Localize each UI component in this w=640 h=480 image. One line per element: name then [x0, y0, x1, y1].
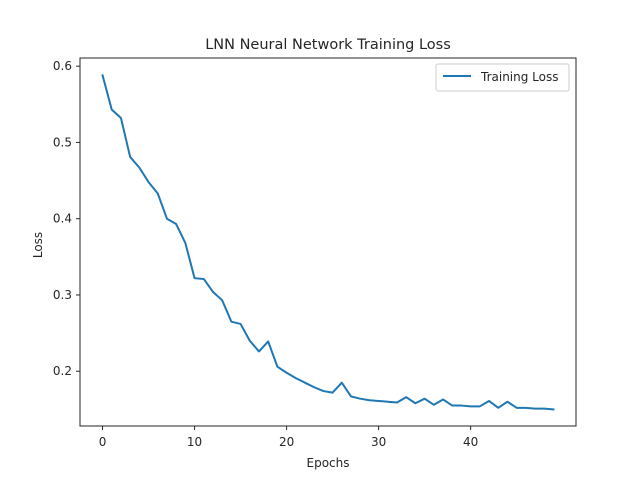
- x-axis-label: Epochs: [307, 456, 350, 470]
- y-tick-label: 0.5: [53, 135, 72, 149]
- axes: 0 10 20 30 40 0.2 0.3 0.4 0.5 0.6: [53, 57, 577, 449]
- legend-label-training-loss: Training Loss: [480, 70, 558, 84]
- x-tick-label: 0: [99, 435, 107, 449]
- x-tick-label: 10: [187, 435, 202, 449]
- y-tick-label: 0.4: [53, 212, 72, 226]
- plot-area: [101, 74, 555, 411]
- y-tick-label: 0.3: [53, 288, 72, 302]
- y-axis-label: Loss: [31, 232, 45, 258]
- x-tick-label: 20: [279, 435, 294, 449]
- legend: Training Loss: [435, 63, 570, 92]
- chart-title: LNN Neural Network Training Loss: [205, 37, 451, 53]
- x-tick-label: 30: [371, 435, 386, 449]
- y-tick-label: 0.6: [53, 59, 72, 73]
- series-line-training-loss: [101, 74, 555, 411]
- legend-frame: [435, 63, 570, 92]
- axes-frame: [79, 57, 577, 427]
- y-tick-label: 0.2: [53, 364, 72, 378]
- x-tick-label: 40: [463, 435, 478, 449]
